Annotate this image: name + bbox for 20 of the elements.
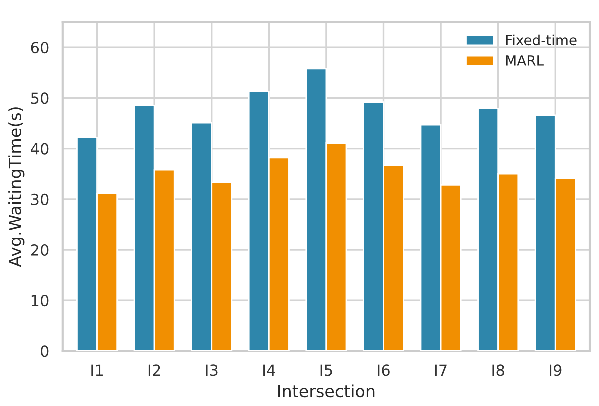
x-axis-title: Intersection (278, 384, 375, 398)
x-tick-label: I3 (206, 364, 218, 376)
x-tick-label: I6 (378, 364, 390, 376)
y-tick-label: 10 (32, 295, 49, 307)
x-tick-label: I4 (264, 364, 276, 376)
x-tick-label: I9 (550, 364, 562, 376)
y-tick-label: 30 (31, 194, 49, 206)
y-axis-title: Avg.WaitingTime(s) (8, 108, 25, 268)
x-tick-label: I1 (92, 364, 103, 376)
y-tick-label: 0 (40, 346, 49, 358)
y-tick-label: 60 (31, 42, 49, 54)
y-tick-label: 20 (31, 244, 49, 256)
legend-label: MARL (506, 56, 544, 66)
x-tick-label: I2 (148, 364, 160, 376)
x-tick-label: I5 (320, 364, 332, 376)
x-tick-label: I8 (492, 364, 504, 376)
legend-label: Fixed-time (506, 34, 577, 46)
y-tick-label: 50 (31, 92, 49, 104)
y-tick-label: 40 (31, 143, 49, 155)
x-tick-label: I7 (435, 364, 447, 376)
